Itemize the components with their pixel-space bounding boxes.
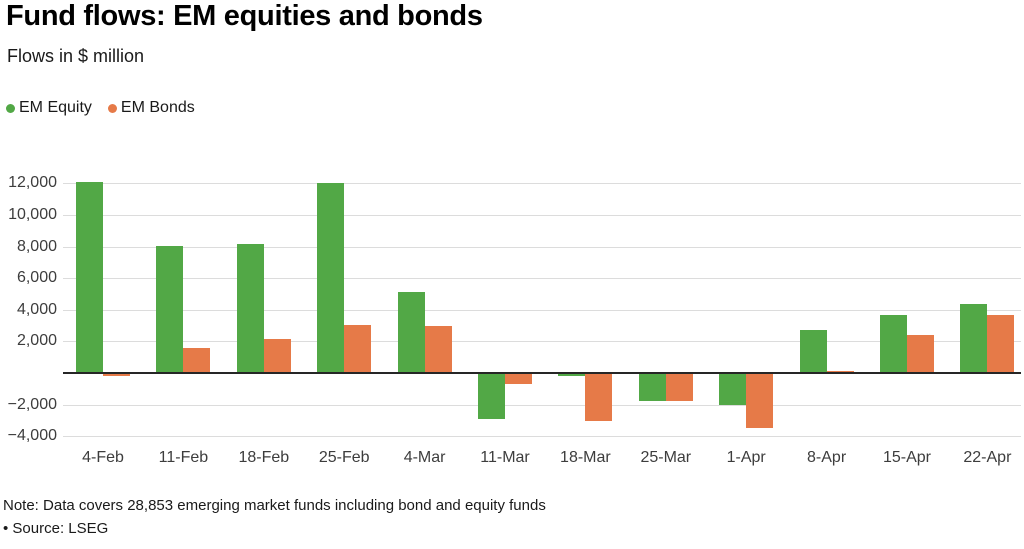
x-tick-label-22-apr: 22-Apr bbox=[963, 449, 1012, 466]
bar-em-bonds-25-feb bbox=[344, 324, 372, 373]
bar-em-equity-4-feb bbox=[76, 181, 103, 373]
x-tick-label-8-apr: 8-Apr bbox=[807, 449, 847, 466]
bar-em-equity-22-apr bbox=[960, 304, 988, 373]
x-axis-labels: 4-Feb 11-Feb 18-Feb 25-Feb 4-Mar 11-Mar 18-Mar… bbox=[63, 449, 1021, 471]
gridline-6000 bbox=[63, 278, 1021, 280]
zero-axis-line bbox=[63, 372, 1021, 374]
y-axis-labels: 12,000 10,000 8,000 6,000 4,000 2,000 −2,000 −4… bbox=[0, 168, 57, 444]
bar-em-bonds-11-feb bbox=[183, 347, 211, 373]
x-tick-label-4-mar: 4-Mar bbox=[403, 449, 446, 466]
bar-em-bonds-18-feb bbox=[263, 339, 291, 373]
y-tick-label: −2,000 bbox=[7, 395, 57, 413]
bar-em-bonds-1-apr bbox=[746, 374, 774, 428]
legend-label: EM Equity bbox=[19, 99, 92, 116]
x-tick-label-11-feb: 11-Feb bbox=[158, 449, 209, 466]
gridline--2000 bbox=[63, 404, 1021, 406]
bar-em-equity-25-feb bbox=[317, 183, 345, 373]
bar-em-equity-11-mar bbox=[478, 374, 505, 420]
bar-em-bonds-4-mar bbox=[424, 326, 452, 373]
footnote: Note: Data covers 28,853 emerging market… bbox=[3, 497, 546, 514]
bar-em-bonds-25-mar bbox=[665, 374, 693, 401]
bar-em-equity-4-mar bbox=[397, 292, 425, 373]
y-tick-label: 10,000 bbox=[8, 206, 57, 223]
legend-item-em-equity: EM Equity bbox=[6, 99, 92, 117]
legend-item-em-bonds: EM Bonds bbox=[107, 99, 195, 117]
bar-em-bonds-8-apr bbox=[826, 370, 854, 373]
bar-em-bonds-15-apr bbox=[907, 335, 934, 373]
legend: EM Equity EM Bonds bbox=[6, 98, 195, 118]
gridline-12000 bbox=[63, 183, 1021, 185]
chart-subtitle: Flows in $ million bbox=[7, 46, 145, 66]
bar-em-equity-18-feb bbox=[236, 244, 264, 373]
legend-dot-icon bbox=[6, 103, 15, 113]
bar-em-bonds-22-apr bbox=[987, 315, 1015, 373]
x-tick-label-4-feb: 4-Feb bbox=[82, 449, 124, 466]
gridline--4000 bbox=[63, 436, 1021, 438]
bar-em-equity-8-apr bbox=[799, 329, 827, 373]
x-tick-label-25-feb: 25-Feb bbox=[318, 449, 370, 466]
bar-em-equity-1-apr bbox=[719, 374, 747, 405]
gridline-10000 bbox=[63, 215, 1021, 216]
y-tick-label: 8,000 bbox=[16, 237, 57, 255]
y-tick-label: 6,000 bbox=[16, 269, 57, 287]
x-tick-label-11-mar: 11-Mar bbox=[480, 449, 530, 466]
y-tick-label: 2,000 bbox=[16, 332, 57, 350]
bar-em-bonds-11-mar bbox=[505, 374, 532, 385]
bar-em-equity-18-mar bbox=[558, 374, 586, 377]
gridline-4000 bbox=[63, 309, 1021, 311]
gridline-8000 bbox=[63, 246, 1021, 248]
x-tick-label-15-apr: 15-Apr bbox=[882, 449, 932, 466]
plot-area bbox=[63, 168, 1021, 444]
bar-em-equity-15-apr bbox=[880, 314, 907, 373]
bar-em-equity-25-mar bbox=[638, 374, 666, 401]
gridline-2000 bbox=[63, 341, 1021, 343]
x-tick-label-1-apr: 1-Apr bbox=[726, 449, 766, 466]
y-tick-label: −4,000 bbox=[7, 427, 57, 445]
chart-title: Fund flows: EM equities and bonds bbox=[6, 0, 483, 32]
bar-em-equity-11-feb bbox=[156, 245, 184, 373]
x-tick-label-25-mar: 25-Mar bbox=[640, 449, 692, 466]
y-tick-label: 4,000 bbox=[16, 300, 57, 318]
x-tick-label-18-mar: 18-Mar bbox=[560, 449, 611, 466]
bar-em-bonds-4-feb bbox=[103, 374, 130, 377]
y-tick-label: 12,000 bbox=[8, 174, 57, 192]
bar-em-bonds-18-mar bbox=[585, 374, 613, 422]
legend-dot-icon bbox=[107, 103, 117, 113]
source-credit: • Source: LSEG bbox=[3, 520, 109, 537]
legend-label: EM Bonds bbox=[120, 99, 195, 116]
x-tick-label-18-feb: 18-Feb bbox=[238, 449, 290, 466]
